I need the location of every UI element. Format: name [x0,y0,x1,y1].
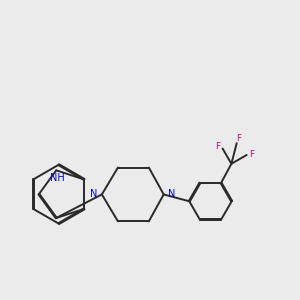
Text: N: N [90,189,97,200]
Text: N: N [168,189,175,200]
Text: F: F [236,134,241,143]
Text: NH: NH [50,173,65,183]
Text: F: F [249,151,255,160]
Text: F: F [215,142,220,151]
